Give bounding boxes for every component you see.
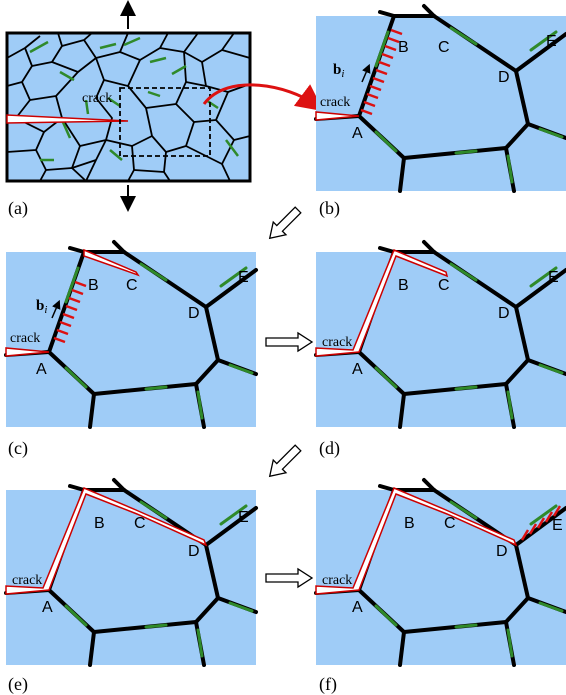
step-arrow-ef [265,567,314,589]
node-b-f: B [404,515,415,532]
step-arrow-bc [268,206,302,240]
panel-d: crack A B C D E [314,240,566,429]
crack-c [5,347,50,357]
panel-label-a: (a) [8,198,28,219]
crack-d [315,249,449,357]
crack-label-b: crack [320,95,350,110]
boundary-crack-bc [83,248,140,277]
node-e-c: E [238,269,249,286]
node-b-e: B [94,515,105,532]
node-e-e: E [238,509,249,526]
node-b-d: B [398,277,409,294]
crack-label-e: crack [12,573,42,588]
node-a-c: A [36,361,47,378]
panel-b: bi crack A B C D E [314,4,566,193]
grain-network [6,32,251,182]
zoom-arrow [202,83,324,112]
node-e-b: E [546,33,557,50]
node-d-d: D [498,305,510,322]
panel-label-d: (d) [319,438,340,459]
panel-label-e: (e) [8,674,28,695]
node-a-e: A [42,599,53,616]
node-c-e: C [134,515,146,532]
crack-label-c: crack [10,331,40,346]
node-a-d: A [352,361,363,378]
node-b-c: B [88,277,99,294]
crack-e [5,487,208,595]
crack-b [315,111,360,121]
node-d-f: D [496,543,508,560]
node-c-b: C [438,39,450,56]
dislocation-pileup-f [520,505,562,541]
burgers-arrow-b [361,63,371,83]
crack-overview [6,114,129,124]
node-a-b: A [352,125,363,142]
node-c-f: C [444,515,456,532]
node-d-b: D [498,69,510,86]
crack-label-a: crack [82,91,112,106]
node-d-e: D [188,543,200,560]
node-c-d: C [438,277,450,294]
panel-a: crack (a) [5,0,252,219]
zoom-box [119,87,211,157]
node-e-f: E [552,517,563,534]
dislocation-pileup-b [360,28,403,116]
burgers-arrow-c [51,299,61,319]
node-a-f: A [352,599,363,616]
burgers-label-c: bi [36,298,47,316]
node-b-b: B [398,39,409,56]
crack-label-d: crack [322,335,352,350]
crack-f [315,487,518,595]
panel-label-f: (f) [319,674,337,695]
step-arrow-de [268,444,302,478]
segment-marks [29,36,239,162]
panel-f: crack A B C D E [314,478,566,667]
node-e-d: E [548,269,559,286]
node-d-c: D [188,305,200,322]
crack-label-f: crack [322,573,352,588]
panel-label-c: (c) [8,438,28,459]
panel-e: crack A B C D E [4,478,258,667]
node-c-c: C [126,277,138,294]
dislocation-pileup-c [53,280,87,344]
burgers-label-b: bi [333,62,344,80]
step-arrow-cd [265,331,314,353]
panel-label-b: (b) [319,198,340,219]
panel-c: bi crack A B C D E [4,240,258,429]
